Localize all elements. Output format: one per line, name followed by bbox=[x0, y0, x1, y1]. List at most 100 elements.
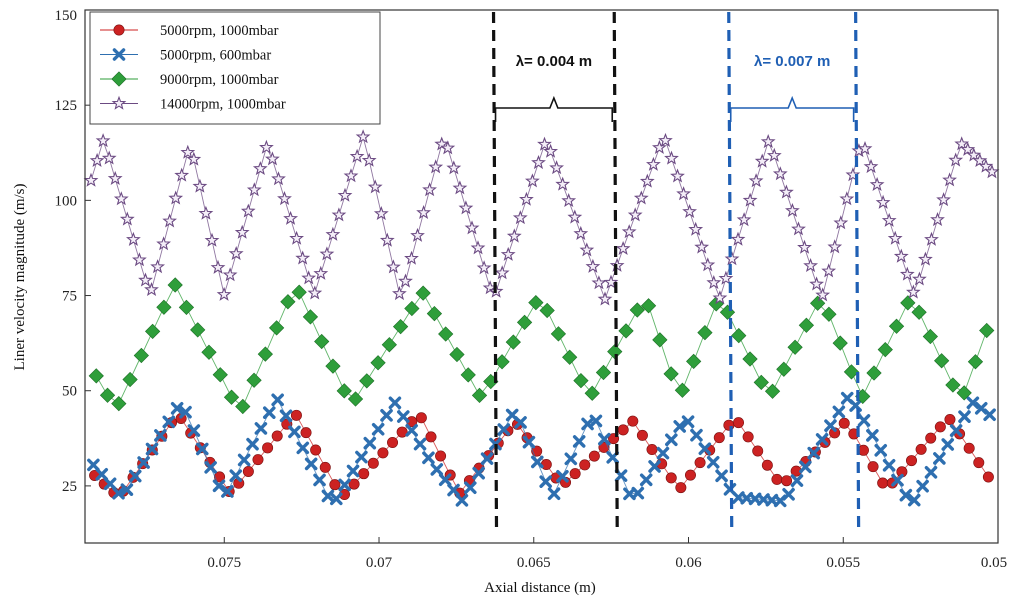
data-point-star bbox=[875, 194, 891, 209]
data-point-star bbox=[912, 271, 927, 286]
data-point-star bbox=[222, 267, 238, 282]
data-point-diamond bbox=[663, 366, 679, 382]
data-point-x bbox=[271, 393, 284, 407]
data-point-star bbox=[706, 274, 722, 290]
data-point-star bbox=[924, 231, 939, 246]
data-point-x bbox=[891, 473, 904, 487]
data-point-x bbox=[262, 406, 276, 419]
data-point-star bbox=[839, 191, 855, 206]
data-point-star bbox=[464, 220, 480, 235]
data-point-star bbox=[458, 200, 474, 215]
data-point-star bbox=[452, 180, 468, 195]
data-point-diamond bbox=[88, 368, 104, 384]
data-point-circle bbox=[675, 482, 687, 494]
data-point-circle bbox=[627, 415, 639, 427]
axes-layer: 0.075 0.07 0.065 0.06 0.055 0.05 25 50 75 100 125 1… bbox=[55, 8, 1008, 571]
data-point-star bbox=[349, 148, 365, 163]
data-point-star bbox=[760, 134, 776, 149]
data-point-star bbox=[815, 287, 831, 302]
data-point-x bbox=[363, 436, 377, 450]
data-point-x bbox=[782, 488, 795, 501]
data-point-star bbox=[337, 187, 353, 202]
data-point-x bbox=[413, 437, 427, 451]
data-point-circle bbox=[348, 478, 360, 490]
data-point-diamond bbox=[325, 358, 341, 374]
data-point-star bbox=[271, 171, 286, 186]
data-point-star bbox=[392, 285, 407, 301]
data-point-diamond bbox=[821, 306, 837, 322]
data-point-star bbox=[742, 192, 758, 207]
wavelength-marker-line bbox=[727, 11, 734, 534]
data-point-circle bbox=[569, 468, 581, 480]
data-point-diamond bbox=[302, 309, 319, 325]
data-point-star bbox=[736, 212, 752, 227]
data-point-star bbox=[367, 179, 383, 194]
data-point-diamond bbox=[911, 304, 927, 320]
data-point-x bbox=[296, 441, 310, 455]
data-point-circle bbox=[973, 457, 985, 469]
data-point-circle bbox=[579, 459, 591, 471]
data-point-star bbox=[107, 170, 123, 185]
data-point-x bbox=[983, 408, 996, 422]
data-point-diamond bbox=[629, 302, 645, 318]
data-point-diamond bbox=[145, 323, 161, 340]
data-point-diamond bbox=[381, 337, 397, 353]
data-point-star bbox=[512, 210, 528, 225]
data-point-star bbox=[543, 143, 559, 158]
data-point-diamond bbox=[415, 285, 431, 301]
data-point-star bbox=[301, 270, 317, 285]
data-point-star bbox=[307, 285, 323, 300]
data-point-star bbox=[966, 147, 982, 162]
data-point-x bbox=[237, 453, 251, 467]
data-point-x bbox=[212, 479, 226, 493]
data-point-star bbox=[899, 266, 915, 281]
data-point-x bbox=[866, 429, 879, 442]
data-point-star bbox=[646, 156, 661, 171]
data-point-star bbox=[579, 242, 595, 257]
data-point-star bbox=[724, 251, 740, 266]
data-point-star bbox=[621, 224, 637, 239]
data-point-x bbox=[145, 442, 159, 456]
data-point-star bbox=[688, 221, 704, 236]
data-point-x bbox=[128, 469, 142, 483]
y-tick-label: 50 bbox=[62, 384, 77, 400]
data-point-star bbox=[113, 191, 129, 206]
series-group bbox=[83, 129, 1000, 306]
data-point-circle bbox=[415, 412, 427, 424]
data-point-star bbox=[150, 259, 166, 274]
data-point-star bbox=[446, 160, 462, 175]
data-point-x bbox=[187, 424, 201, 437]
x-tick-label: 0.06 bbox=[675, 555, 702, 571]
data-point-circle bbox=[857, 444, 869, 456]
data-point-star bbox=[111, 95, 127, 110]
data-point-star bbox=[567, 209, 583, 224]
data-point-circle bbox=[310, 444, 322, 456]
x-tick-label: 0.07 bbox=[366, 555, 393, 571]
data-point-star bbox=[772, 166, 788, 181]
data-point-x bbox=[355, 450, 368, 464]
data-point-circle bbox=[925, 432, 937, 444]
data-point-x bbox=[706, 455, 720, 469]
data-point-x bbox=[631, 486, 645, 500]
data-point-diamond bbox=[697, 325, 713, 341]
data-point-diamond bbox=[449, 346, 465, 363]
data-point-diamond bbox=[167, 277, 183, 293]
data-point-x bbox=[195, 442, 209, 456]
data-point-star bbox=[524, 173, 540, 188]
data-point-x bbox=[103, 477, 117, 491]
data-point-star bbox=[936, 192, 951, 207]
data-point-x bbox=[480, 452, 494, 465]
data-point-star bbox=[809, 276, 824, 291]
data-point-x bbox=[304, 457, 318, 471]
data-point-diamond bbox=[471, 387, 488, 403]
data-point-star bbox=[718, 270, 734, 285]
legend-label: 5000rpm, 600mbar bbox=[160, 48, 271, 64]
data-point-circle bbox=[435, 450, 447, 462]
data-point-star bbox=[603, 274, 619, 289]
data-point-diamond bbox=[562, 349, 578, 365]
data-point-x bbox=[547, 487, 561, 501]
data-point-diamond bbox=[843, 364, 860, 380]
data-point-star bbox=[827, 239, 843, 254]
data-point-star bbox=[240, 203, 256, 218]
data-point-star bbox=[893, 248, 909, 263]
